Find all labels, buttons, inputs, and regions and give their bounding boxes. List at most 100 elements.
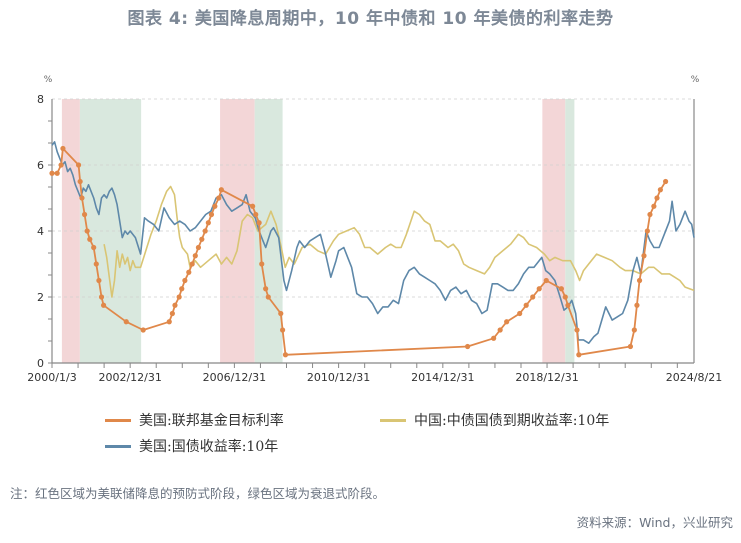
data-point-marker <box>186 269 192 275</box>
data-point-marker <box>657 187 663 193</box>
data-point-marker <box>464 343 471 350</box>
data-point-marker <box>641 253 647 259</box>
x-tick-label: 2018/12/31 <box>515 371 578 384</box>
data-point-marker <box>140 327 146 333</box>
data-point-marker <box>49 170 55 176</box>
data-point-marker <box>182 277 188 284</box>
data-point-marker <box>202 228 208 234</box>
data-point-marker <box>166 319 172 325</box>
data-point-marker <box>278 310 284 317</box>
data-point-marker <box>636 277 643 284</box>
x-tick-label: 2006/12/31 <box>203 371 266 384</box>
y-tick-label: 8 <box>37 93 44 106</box>
data-point-marker <box>523 302 529 308</box>
data-point-marker <box>77 178 83 185</box>
data-point-marker <box>87 236 93 242</box>
data-point-marker <box>536 286 542 292</box>
data-point-marker <box>558 286 564 292</box>
data-point-marker <box>96 277 102 284</box>
data-point-marker <box>256 220 262 226</box>
data-point-marker <box>195 244 202 251</box>
x-tick-label: 2002/12/31 <box>98 371 161 384</box>
data-point-marker <box>91 244 97 251</box>
x-tick-label: 2024/8/21 <box>666 371 722 384</box>
axes: 0 2 4 6 8 2000/1/3 2002/12/31 2006/12/31 2010/12… <box>27 75 722 384</box>
legend-swatch-yellow <box>380 418 406 422</box>
series-line <box>51 141 695 345</box>
y-tick-label: 6 <box>37 159 44 172</box>
data-point-marker <box>123 319 129 325</box>
data-point-marker <box>93 261 99 267</box>
data-point-marker <box>265 294 271 300</box>
data-point-marker <box>58 162 64 168</box>
data-point-marker <box>562 294 568 300</box>
x-tick-label: 2010/12/31 <box>307 371 370 384</box>
data-point-marker <box>253 211 259 218</box>
data-point-marker <box>263 286 269 292</box>
data-point-marker <box>205 220 211 226</box>
data-point-marker <box>259 261 265 267</box>
preventive-cut-band <box>220 99 255 363</box>
data-point-marker <box>634 302 640 308</box>
footnote: 注：红色区域为美联储降息的预防式阶段，绿色区域为衰退式阶段。 <box>10 486 386 501</box>
data-point-marker <box>654 195 660 201</box>
line-chart: 0 2 4 6 8 2000/1/3 2002/12/31 2006/12/31 2010/12… <box>27 75 722 384</box>
data-point-marker <box>176 294 182 300</box>
data-point-marker <box>282 352 289 358</box>
y-tick-label: 4 <box>37 225 44 238</box>
data-point-marker <box>279 327 286 333</box>
data-point-marker <box>212 203 218 209</box>
legend-swatch-orange <box>105 418 131 422</box>
data-point-marker <box>208 211 215 218</box>
legend-label: 美国:联邦基金目标利率 <box>139 413 284 429</box>
chart-title: 图表 4: 美国降息周期中，10 年中债和 10 年美债的利率走势 <box>127 9 614 29</box>
data-point-marker <box>627 343 634 350</box>
data-point-marker <box>179 286 185 292</box>
series-line <box>52 147 667 356</box>
data-point-marker <box>218 187 224 193</box>
data-point-marker <box>497 327 503 333</box>
y-tick-label: 2 <box>37 291 44 304</box>
data-point-marker <box>172 302 178 308</box>
data-point-marker <box>100 302 107 308</box>
gridlines <box>52 98 694 298</box>
data-point-marker <box>192 253 198 259</box>
y-tick-label: 0 <box>37 357 44 370</box>
data-point-marker <box>647 211 653 218</box>
data-point-marker <box>60 145 66 152</box>
legend-item-china-10y: 中国:中债国债到期收益率:10年 <box>380 410 609 430</box>
data-point-marker <box>84 228 90 234</box>
data-point-marker <box>504 319 510 325</box>
data-point-marker <box>576 352 582 358</box>
data-point-marker <box>216 195 222 201</box>
x-tick-label: 2014/12/31 <box>411 371 474 384</box>
data-point-marker <box>98 294 105 300</box>
series-lines <box>49 141 695 358</box>
y-axis-unit-right: % <box>691 75 700 85</box>
legend-item-us-10y: 美国:国债收益率:10年 <box>105 436 278 456</box>
legend-label: 中国:中债国债到期收益率:10年 <box>414 413 610 429</box>
data-point-marker <box>75 162 82 168</box>
data-point-marker <box>169 310 175 317</box>
legend-label: 美国:国债收益率:10年 <box>139 439 279 455</box>
data-point-marker <box>54 170 60 176</box>
series-line <box>103 185 695 298</box>
data-point-marker <box>543 277 549 284</box>
data-point-marker <box>631 327 637 333</box>
x-tick-label: 2000/1/3 <box>27 371 76 384</box>
data-point-marker <box>565 302 571 308</box>
data-point-marker <box>491 335 497 341</box>
data-point-marker <box>517 310 523 317</box>
legend-swatch-blue <box>105 444 131 448</box>
data-point-marker <box>530 294 536 300</box>
y-axis-unit-left: % <box>44 75 53 85</box>
data-point-marker <box>81 211 88 218</box>
data-point-marker <box>644 228 650 234</box>
data-point-marker <box>199 236 205 242</box>
data-point-marker <box>79 195 85 201</box>
data-point-marker <box>250 203 256 209</box>
data-point-marker <box>189 261 195 267</box>
data-point-marker <box>574 327 580 333</box>
data-point-marker <box>662 178 669 185</box>
data-point-marker <box>651 203 657 209</box>
